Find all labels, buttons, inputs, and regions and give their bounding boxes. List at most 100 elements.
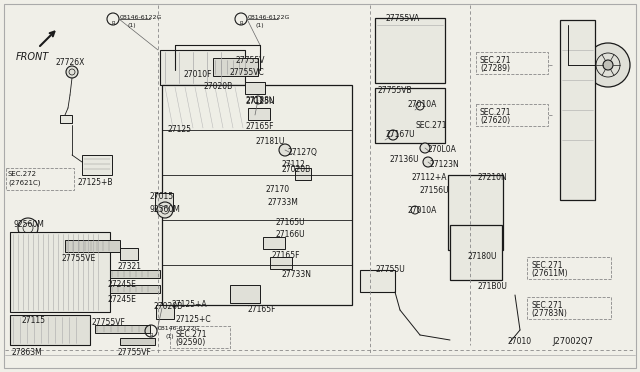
Bar xyxy=(65,240,120,252)
Text: 27726X: 27726X xyxy=(55,58,84,67)
Text: 27125+C: 27125+C xyxy=(175,315,211,324)
Bar xyxy=(375,18,445,83)
Bar xyxy=(295,168,311,180)
Bar xyxy=(450,225,502,280)
Bar xyxy=(527,257,611,279)
Bar xyxy=(270,257,292,269)
Text: 27755VF: 27755VF xyxy=(118,348,152,357)
Text: 27166U: 27166U xyxy=(275,230,305,239)
Text: R: R xyxy=(111,21,115,26)
Bar xyxy=(527,297,611,319)
Bar xyxy=(110,270,160,278)
Text: J27002Q7: J27002Q7 xyxy=(552,337,593,346)
Text: 27125+A: 27125+A xyxy=(172,300,207,309)
Text: 27125N: 27125N xyxy=(245,97,275,106)
Text: 27755VB: 27755VB xyxy=(378,86,413,95)
Text: 27020B: 27020B xyxy=(203,82,232,91)
Text: 271B0U: 271B0U xyxy=(477,282,507,291)
Bar xyxy=(170,326,230,348)
Text: 27010: 27010 xyxy=(508,337,532,346)
Bar xyxy=(245,82,265,94)
Text: (1): (1) xyxy=(128,23,136,28)
Text: 27020B: 27020B xyxy=(153,302,182,311)
Bar xyxy=(448,175,503,250)
Text: SEC.272: SEC.272 xyxy=(8,171,37,177)
Text: 27165F: 27165F xyxy=(248,305,276,314)
Text: SEC.271: SEC.271 xyxy=(480,108,511,117)
Text: (92590): (92590) xyxy=(175,338,205,347)
Text: 08146-6122G: 08146-6122G xyxy=(248,15,291,20)
Text: (27621C): (27621C) xyxy=(8,179,40,186)
Text: 08146-6122G: 08146-6122G xyxy=(158,326,200,331)
Text: 270L0A: 270L0A xyxy=(428,145,457,154)
Bar xyxy=(160,50,245,85)
Circle shape xyxy=(66,66,78,78)
Text: (27289): (27289) xyxy=(480,64,510,73)
Text: 27210N: 27210N xyxy=(477,173,507,182)
Bar xyxy=(375,88,445,143)
Text: 27156U: 27156U xyxy=(420,186,450,195)
Bar xyxy=(476,52,548,74)
Circle shape xyxy=(423,157,433,167)
Text: 27245E: 27245E xyxy=(108,295,137,304)
Text: 27165U: 27165U xyxy=(275,218,305,227)
Text: 27010A: 27010A xyxy=(407,206,436,215)
Text: 27015: 27015 xyxy=(150,192,174,201)
Text: 27755VF: 27755VF xyxy=(92,318,126,327)
Text: 08146-6122G: 08146-6122G xyxy=(120,15,163,20)
Text: R: R xyxy=(239,21,243,26)
Text: 27136U: 27136U xyxy=(390,155,420,164)
Text: 27165F: 27165F xyxy=(272,251,301,260)
Text: (27620): (27620) xyxy=(480,116,510,125)
Bar xyxy=(230,285,260,303)
Text: 27733N: 27733N xyxy=(282,270,312,279)
Text: 27010F: 27010F xyxy=(183,70,211,79)
Circle shape xyxy=(388,130,398,140)
Bar xyxy=(213,58,258,76)
Text: (27783N): (27783N) xyxy=(531,309,567,318)
Text: SEC.271: SEC.271 xyxy=(415,121,447,130)
Bar xyxy=(60,115,72,123)
Bar xyxy=(162,85,352,305)
Bar xyxy=(82,155,112,175)
Text: 27125: 27125 xyxy=(167,125,191,134)
Text: (1): (1) xyxy=(166,334,175,339)
Text: 27167U: 27167U xyxy=(385,130,415,139)
Text: (1): (1) xyxy=(256,23,264,28)
Text: 27755V: 27755V xyxy=(235,56,264,65)
Text: 27180U: 27180U xyxy=(467,252,497,261)
Text: 27112+A: 27112+A xyxy=(412,173,447,182)
Bar xyxy=(360,270,395,292)
Circle shape xyxy=(420,143,430,153)
Bar xyxy=(6,168,74,190)
Text: 92560M: 92560M xyxy=(150,205,181,214)
Text: 27733M: 27733M xyxy=(268,198,299,207)
Text: 27125+B: 27125+B xyxy=(78,178,113,187)
Text: 27115: 27115 xyxy=(22,316,46,325)
Text: 27188U: 27188U xyxy=(245,96,275,105)
Bar xyxy=(95,325,150,333)
Text: 92560M: 92560M xyxy=(14,220,45,229)
Text: SEC.271: SEC.271 xyxy=(175,330,207,339)
Text: SEC.271: SEC.271 xyxy=(531,301,563,310)
Bar xyxy=(155,193,173,211)
Bar xyxy=(560,20,595,200)
Text: 27321: 27321 xyxy=(118,262,142,271)
Text: 27123N: 27123N xyxy=(430,160,460,169)
Text: 27755U: 27755U xyxy=(375,265,404,274)
Text: 27170: 27170 xyxy=(265,185,289,194)
Text: 27127Q: 27127Q xyxy=(288,148,318,157)
Bar xyxy=(10,315,90,345)
Text: 27863M: 27863M xyxy=(12,348,43,357)
Text: (27611M): (27611M) xyxy=(531,269,568,278)
Bar xyxy=(476,104,548,126)
Text: SEC.271: SEC.271 xyxy=(531,261,563,270)
Bar xyxy=(120,338,155,345)
Text: 27020B: 27020B xyxy=(282,165,311,174)
Circle shape xyxy=(18,218,38,238)
Text: 27165F: 27165F xyxy=(245,122,273,131)
Text: 27010A: 27010A xyxy=(408,100,437,109)
Text: 27181U: 27181U xyxy=(255,137,284,146)
Circle shape xyxy=(279,144,291,156)
Bar xyxy=(110,285,160,293)
